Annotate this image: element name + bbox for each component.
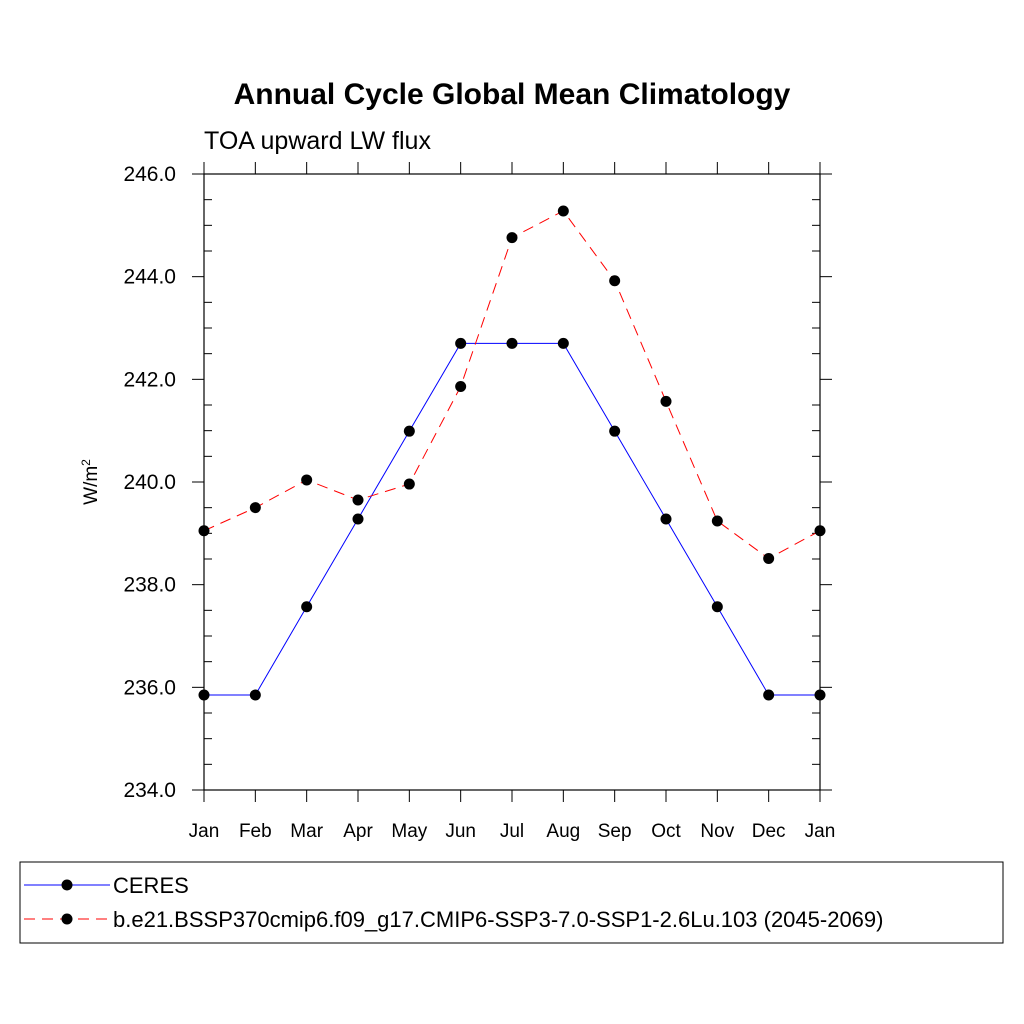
x-tick-label: Jul — [500, 821, 524, 842]
series-line-2 — [203, 210, 821, 560]
x-tick-labels: Jan Feb Mar Apr May Jun Jul Aug Sep Oct Nov Dec Jan — [189, 821, 836, 842]
x-tick-label: Oct — [651, 821, 681, 842]
x-tick-label: Apr — [343, 821, 373, 842]
series-2-point — [660, 395, 672, 407]
series-2-point — [763, 552, 775, 564]
plot-frame — [203, 173, 821, 791]
y-axis-label: W/m2 — [79, 459, 102, 505]
series-2-point — [249, 502, 261, 514]
series-lines — [203, 210, 821, 696]
series-1-point — [609, 425, 621, 437]
y-tick-label: 242.0 — [123, 368, 176, 391]
y-tick-label: 234.0 — [123, 779, 176, 802]
series-2-point — [301, 474, 313, 486]
series-2-point — [609, 275, 621, 287]
legend-label-1: CERES — [113, 873, 189, 898]
legend-marker-1 — [61, 879, 73, 891]
series-2-point — [198, 525, 210, 537]
x-tick-label: Nov — [700, 821, 734, 842]
series-1-point — [660, 513, 672, 525]
y-tick-label: 246.0 — [123, 163, 176, 186]
x-tick-label: Feb — [239, 821, 272, 842]
x-tick-label: Jan — [189, 821, 220, 842]
series-1-point — [301, 601, 313, 613]
legend-marker-2 — [61, 913, 73, 925]
chart-subtitle: TOA upward LW flux — [204, 127, 431, 155]
series-2-point — [506, 232, 518, 244]
series-1-point — [249, 689, 261, 701]
series-1-point — [352, 513, 364, 525]
y-axis-label-text: W/m — [81, 466, 102, 505]
series-1-point — [711, 601, 723, 613]
series-1-point — [403, 425, 415, 437]
series-1-point — [198, 689, 210, 701]
series-1-point — [814, 689, 826, 701]
series-line-1 — [204, 342, 820, 696]
axis-ticks — [192, 162, 832, 802]
series-2-point — [814, 525, 826, 537]
y-tick-label: 244.0 — [123, 266, 176, 289]
y-axis-label-superscript: 2 — [79, 459, 93, 466]
series-1-point — [763, 689, 775, 701]
series-1-point — [455, 337, 467, 349]
series-2-point — [352, 494, 364, 506]
series-1-point — [506, 337, 518, 349]
series-points — [198, 205, 826, 701]
x-tick-label: Dec — [752, 821, 786, 842]
y-tick-label: 236.0 — [123, 676, 176, 699]
x-tick-label: Jan — [805, 821, 836, 842]
y-tick-label: 240.0 — [123, 471, 176, 494]
y-tick-labels: 234.0 236.0 238.0 240.0 242.0 244.0 246.0 — [123, 163, 176, 802]
chart-title: Annual Cycle Global Mean Climatology — [234, 78, 791, 111]
x-tick-label: Aug — [546, 821, 580, 842]
series-2-point — [711, 515, 723, 527]
legend-box — [19, 861, 1004, 944]
x-tick-label: Mar — [290, 821, 323, 842]
x-tick-label: Jun — [445, 821, 476, 842]
series-2-point — [403, 478, 415, 490]
x-tick-label: May — [391, 821, 427, 842]
series-1-point — [557, 337, 569, 349]
y-tick-label: 238.0 — [123, 574, 176, 597]
legend: CERES b.e21.BSSP370cmip6.f09_g17.CMIP6-SS… — [24, 873, 883, 932]
x-tick-label: Sep — [598, 821, 632, 842]
series-2-point — [455, 381, 467, 393]
series-2-point — [557, 205, 569, 217]
legend-label-2: b.e21.BSSP370cmip6.f09_g17.CMIP6-SSP3-7.… — [113, 907, 883, 932]
